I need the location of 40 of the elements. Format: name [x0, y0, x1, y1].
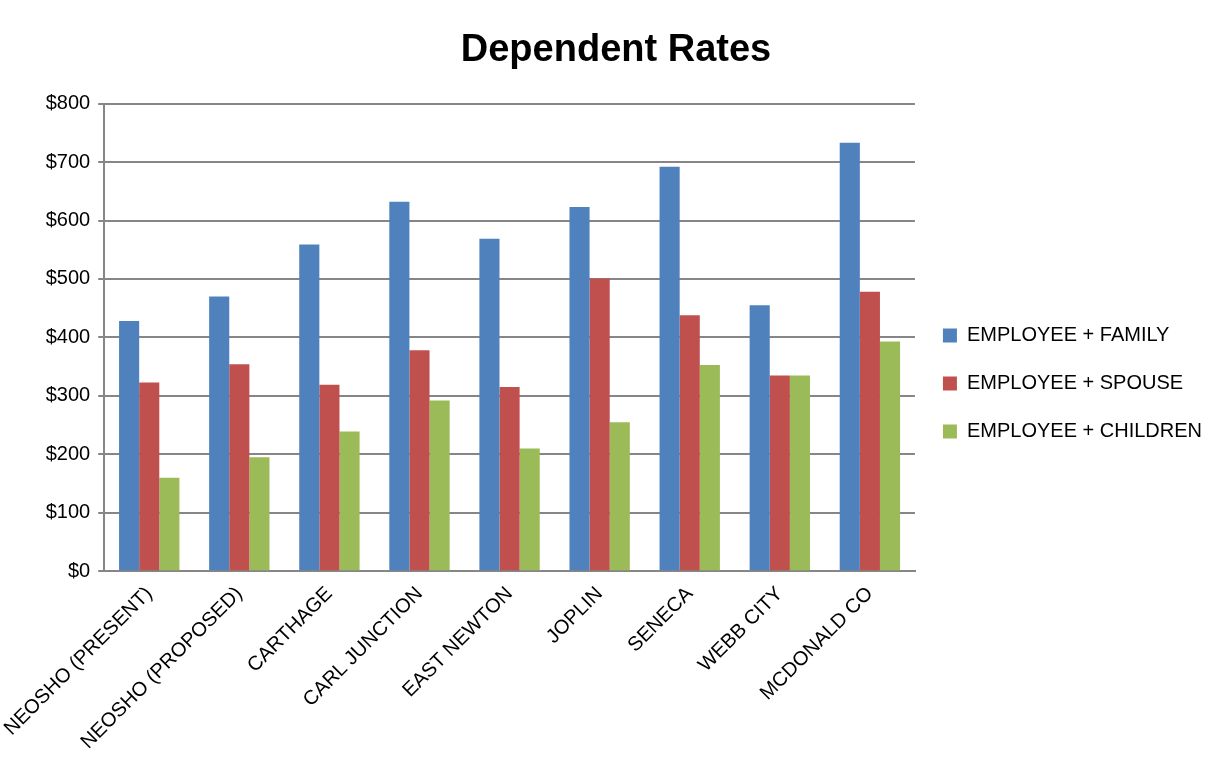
- bar: [479, 238, 500, 571]
- y-tick-label: $600: [45, 208, 91, 231]
- bar: [859, 291, 880, 571]
- bar: [319, 384, 340, 571]
- bar: [299, 244, 320, 571]
- legend-label: EMPLOYEE + FAMILY: [966, 323, 1170, 346]
- bar: [789, 375, 810, 571]
- bar: [839, 142, 860, 571]
- y-tick-label: $100: [45, 500, 91, 523]
- chart-title: Dependent Rates: [460, 27, 772, 70]
- y-tick-label: $400: [45, 324, 91, 347]
- bar: [409, 350, 430, 571]
- bar: [659, 166, 680, 571]
- bar: [569, 207, 590, 571]
- bar: [519, 448, 540, 571]
- y-tick-label: $0: [67, 558, 91, 581]
- y-tick-label: $300: [45, 383, 91, 406]
- bar: [879, 341, 901, 571]
- y-tick-label: $200: [45, 441, 91, 464]
- bar: [749, 305, 770, 571]
- bar: [119, 321, 140, 571]
- y-tick-label: $800: [45, 91, 91, 114]
- bar: [589, 278, 610, 571]
- bar: [229, 364, 250, 571]
- bar: [339, 431, 360, 571]
- bar: [769, 375, 790, 571]
- bar: [609, 422, 630, 571]
- bar: [679, 315, 700, 571]
- bar: [389, 201, 410, 571]
- bar: [499, 387, 520, 571]
- legend-label: EMPLOYEE + CHILDREN: [966, 419, 1203, 442]
- bar: [429, 400, 450, 571]
- y-tick-label: $500: [45, 266, 91, 289]
- bar: [249, 457, 270, 571]
- bar: [159, 477, 180, 571]
- bar: [139, 382, 160, 571]
- bar: [209, 296, 230, 571]
- legend-label: EMPLOYEE + SPOUSE: [966, 371, 1184, 394]
- bar: [699, 364, 720, 571]
- y-tick-label: $700: [45, 149, 91, 172]
